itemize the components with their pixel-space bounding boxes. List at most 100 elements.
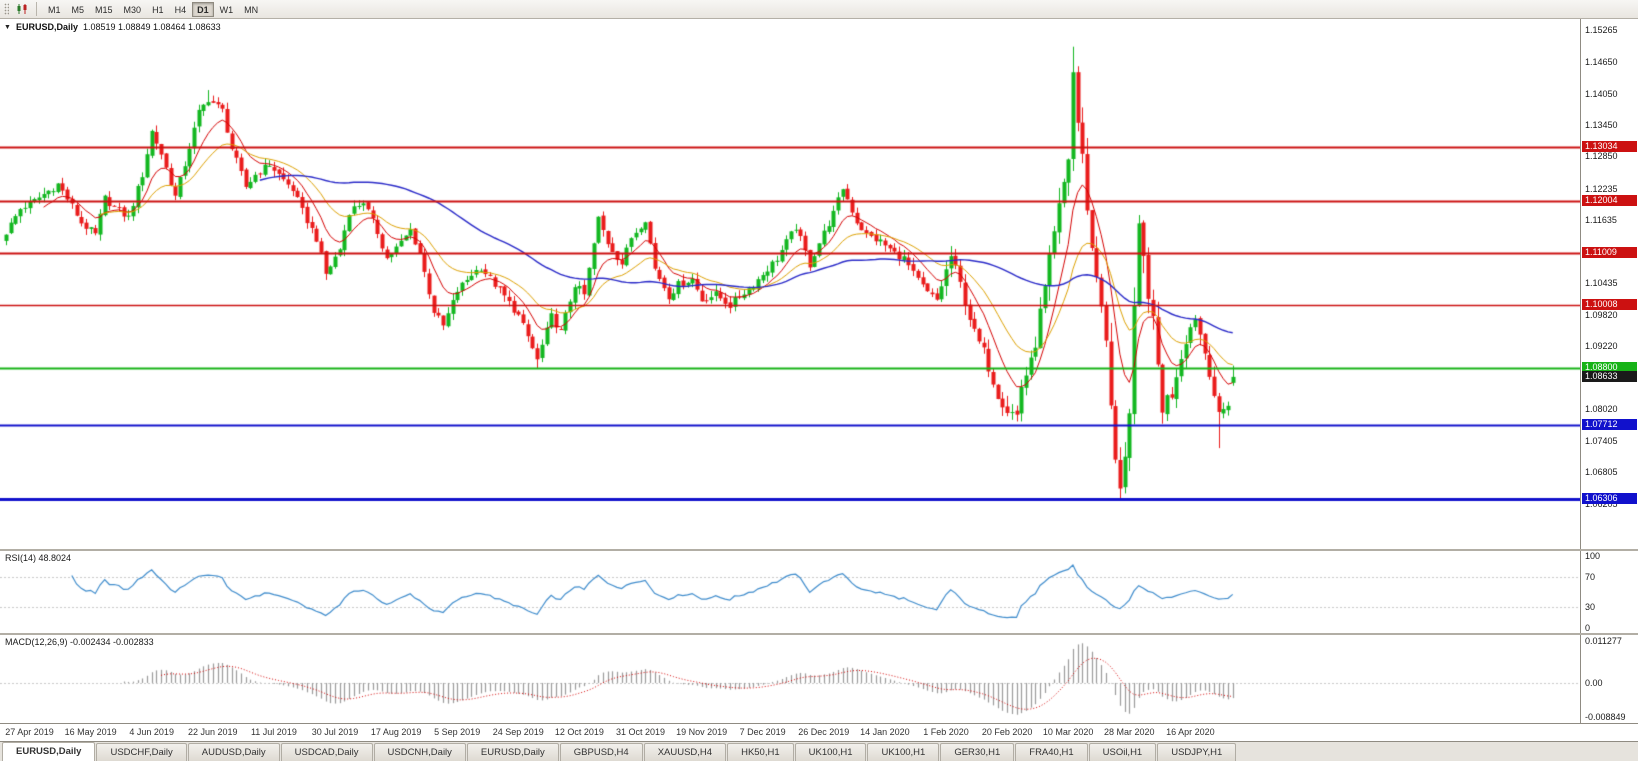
price-tick: 1.06805 [1585,467,1618,478]
chart-tab-2[interactable]: AUDUSD,Daily [187,743,280,761]
price-tick: 1.14050 [1585,88,1618,99]
chart-window: ▼ EURUSD,Daily 1.08519 1.08849 1.08464 1… [0,19,1638,741]
main-chart-canvas[interactable] [0,19,1580,549]
chart-tab-10[interactable]: UK100,H1 [867,743,940,761]
timeframe-button-h4[interactable]: H4 [174,4,187,15]
date-label: 30 Jul 2019 [311,727,359,737]
price-line-label: 1.13034 [1582,140,1637,152]
chart-tab-9[interactable]: UK100,H1 [794,743,867,761]
date-label: 24 Sep 2019 [492,727,544,737]
macd-scale-label: 0.00 [1585,677,1603,688]
date-label: 16 Apr 2020 [1166,727,1215,737]
candlestick-chart-icon-svg [17,4,27,14]
rsi-axis[interactable]: 100 70 30 0 [1580,551,1638,633]
candlestick-chart-icon[interactable] [14,2,30,17]
macd-plot[interactable]: MACD(12,26,9) -0.002434 -0.002833 [0,635,1580,723]
rsi-level-label: 0 [1585,623,1591,633]
date-label: 26 Dec 2019 [798,727,850,737]
rsi-canvas[interactable] [0,551,1580,633]
price-tick: 1.10435 [1585,277,1618,288]
chart-symbol-label: EURUSD,Daily [15,22,78,32]
rsi-level-label: 100 [1585,551,1601,561]
date-label: 12 Oct 2019 [554,727,604,737]
toolbar-separator [36,2,37,16]
price-tick: 1.15265 [1585,25,1618,36]
timeframe-buttons: M1 M5 M15 M30 H1 H4 D1 W1 MN [43,1,263,17]
rsi-label: RSI(14) 48.8024 [5,553,72,563]
chart-tab-7[interactable]: XAUUSD,H4 [643,743,727,761]
chart-tab-3[interactable]: USDCAD,Daily [280,743,373,761]
main-chart-panel: ▼ EURUSD,Daily 1.08519 1.08849 1.08464 1… [0,19,1638,551]
price-line-label: 1.10008 [1582,299,1637,310]
date-label: 19 Nov 2019 [676,727,728,737]
price-tick: 1.08020 [1585,403,1618,414]
date-label: 28 Mar 2020 [1104,727,1155,737]
chart-tab-1[interactable]: USDCHF,Daily [96,743,187,761]
price-axis[interactable]: 1.15265 1.14650 1.14050 1.13450 1.12850 1.122… [1580,19,1638,549]
date-label: 31 Oct 2019 [615,727,666,737]
current-price-label: 1.08633 [1582,370,1637,382]
timeframe-toolbar: M1 M5 M15 M30 H1 H4 D1 W1 MN [0,0,1638,19]
chart-tab-8[interactable]: HK50,H1 [727,743,794,761]
date-label: 16 May 2019 [64,727,117,737]
rsi-panel: RSI(14) 48.8024 100 70 30 0 [0,551,1638,635]
price-tick: 1.09820 [1585,309,1618,320]
rsi-level-label: 30 [1585,602,1596,613]
chart-tab-11[interactable]: GER30,H1 [940,743,1015,761]
chart-tab-0[interactable]: EURUSD,Daily [2,742,96,761]
date-label: 17 Aug 2019 [370,727,422,737]
chart-tab-4[interactable]: USDCNH,Daily [373,743,466,761]
price-line-label: 1.11009 [1582,246,1637,258]
chart-tab-5[interactable]: EURUSD,Daily [466,743,559,761]
macd-axis[interactable]: 0.011277 0.00 -0.008849 [1580,635,1638,723]
timeframe-button-m5[interactable]: M5 [71,4,85,15]
date-label: 11 Jul 2019 [250,727,297,737]
timeframe-button-mn[interactable]: MN [244,4,259,15]
price-tick: 1.12235 [1585,183,1618,194]
chart-tab-12[interactable]: FRA40,H1 [1015,743,1088,761]
price-tick: 1.09220 [1585,341,1618,352]
macd-label: MACD(12,26,9) -0.002434 -0.002833 [5,637,154,647]
toolbar-grip[interactable] [4,3,9,15]
chart-tab-6[interactable]: GBPUSD,H4 [559,743,643,761]
timeframe-button-d1[interactable]: D1 [192,1,214,17]
date-label: 5 Sep 2019 [434,727,481,737]
date-label: 10 Mar 2020 [1042,727,1094,737]
chart-tab-14[interactable]: USDJPY,H1 [1157,743,1237,761]
date-label: 14 Jan 2020 [860,727,910,737]
price-tick: 1.11635 [1585,214,1617,225]
price-tick: 1.13450 [1585,120,1618,131]
timeframe-button-w1[interactable]: W1 [219,4,234,15]
rsi-plot[interactable]: RSI(14) 48.8024 [0,551,1580,633]
macd-scale-label: 0.011277 [1585,636,1622,646]
triangle-down-icon: ▼ [4,23,11,31]
chart-ohlc-label: 1.08519 1.08849 1.08464 1.08633 [82,22,221,32]
date-axis[interactable]: 27 Apr 2019 16 May 2019 4 Jun 2019 22 Jun 2… [0,723,1638,741]
chart-tab-bar: EURUSD,Daily USDCHF,Daily AUDUSD,Daily USDC… [0,741,1638,761]
chart-tab-13[interactable]: USOil,H1 [1088,743,1157,761]
price-line-label: 1.08800 [1582,362,1637,374]
price-tick: 1.06205 [1585,498,1618,509]
price-line-label: 1.12004 [1582,194,1637,206]
price-line-label: 1.06306 [1582,492,1637,504]
price-tick: 1.14650 [1585,57,1618,68]
macd-canvas[interactable] [0,635,1580,723]
timeframe-button-m1[interactable]: M1 [48,4,61,15]
timeframe-button-m30[interactable]: M30 [123,4,142,15]
timeframe-button-m15[interactable]: M15 [95,4,113,15]
chart-header: ▼ EURUSD,Daily 1.08519 1.08849 1.08464 1… [4,22,221,32]
date-label: 7 Dec 2019 [739,727,786,737]
date-label: 20 Feb 2020 [981,727,1033,737]
macd-scale-label: -0.008849 [1585,712,1626,722]
price-tick: 1.07405 [1585,436,1618,447]
macd-panel: MACD(12,26,9) -0.002434 -0.002833 0.0112… [0,635,1638,723]
main-chart-plot[interactable]: ▼ EURUSD,Daily 1.08519 1.08849 1.08464 1… [0,19,1580,549]
date-label: 1 Feb 2020 [923,727,969,737]
price-line-label: 1.07712 [1582,419,1637,431]
rsi-level-label: 70 [1585,571,1596,582]
timeframe-button-h1[interactable]: H1 [152,4,164,15]
price-tick: 1.12850 [1585,151,1618,162]
date-label: 22 Jun 2019 [188,727,238,737]
date-label: 27 Apr 2019 [5,727,54,737]
